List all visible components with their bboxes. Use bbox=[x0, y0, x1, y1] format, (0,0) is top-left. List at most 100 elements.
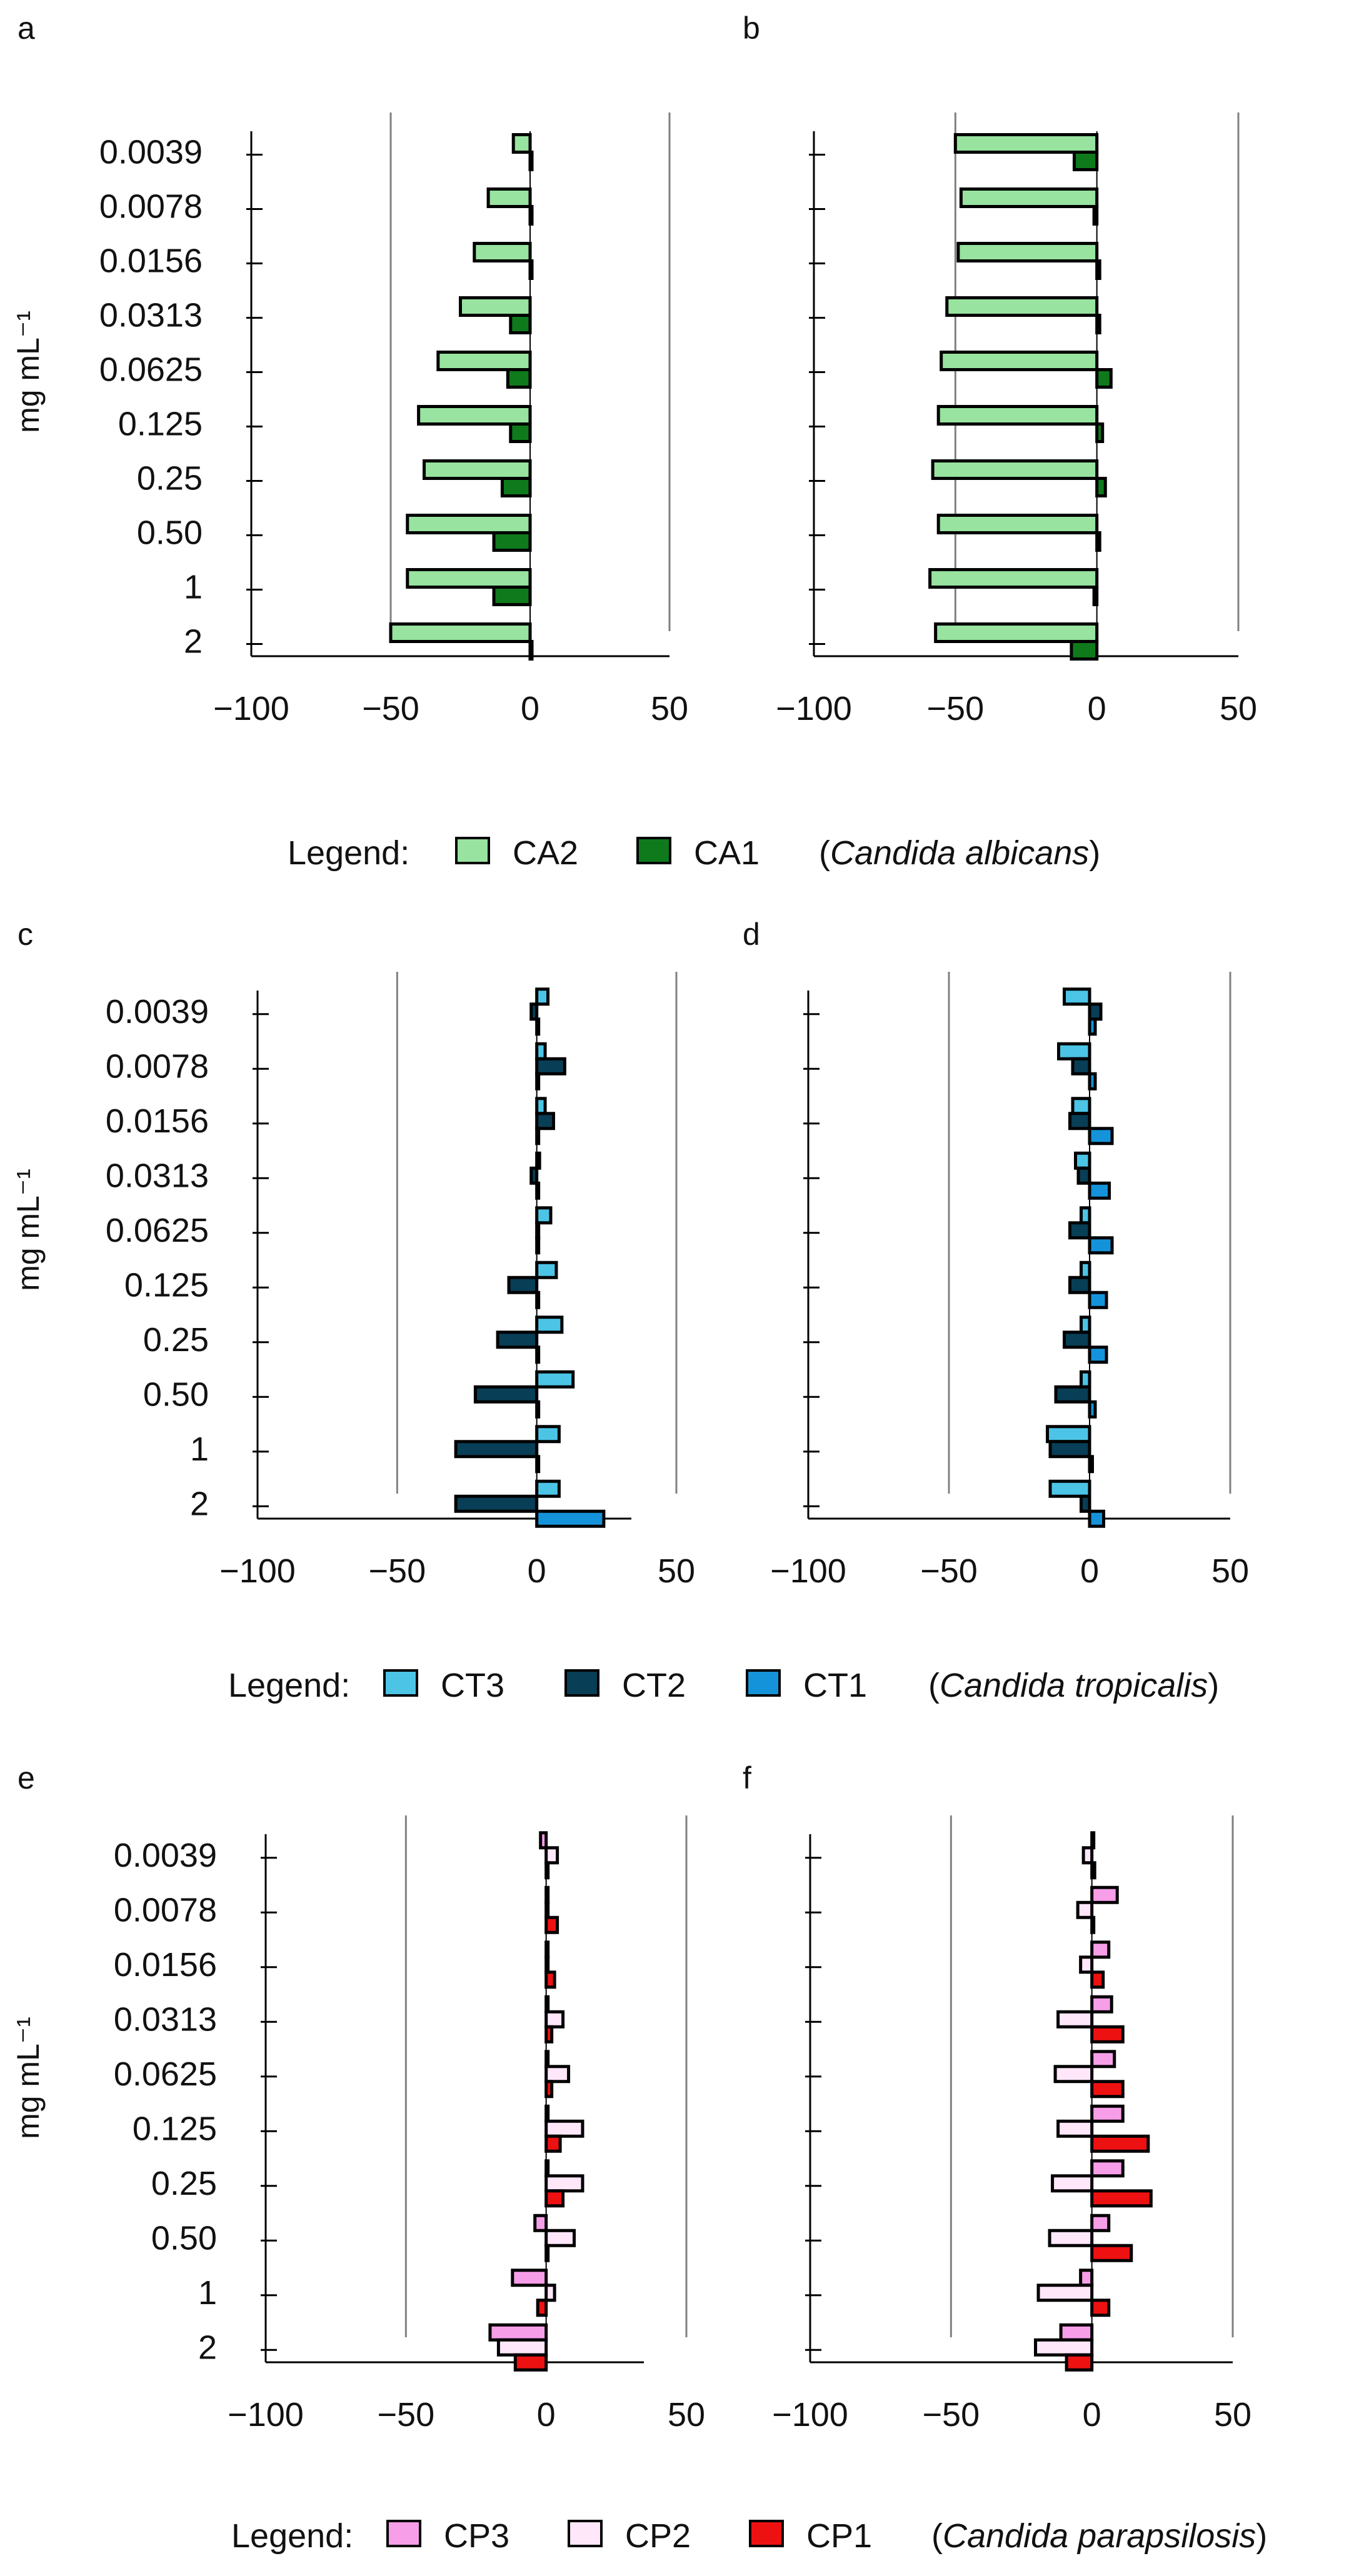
legend-label-ca1: CA1 bbox=[694, 834, 760, 872]
category-label-c-0-0078: 0.0078 bbox=[106, 1047, 209, 1085]
category-label-e-2: 2 bbox=[198, 2329, 217, 2366]
chart-c: 0.0039 0.0078 0.0156 0.0313 0.0625 0.125 0.25 0… bbox=[106, 972, 695, 1590]
category-label-a-0-0039: 0.0039 bbox=[99, 134, 203, 171]
bar-c-ct2-0-50 bbox=[473, 1385, 539, 1404]
chart-a: 0.0039 0.0078 0.0156 0.0313 0.0625 0.125 0.25 0… bbox=[99, 112, 688, 727]
category-label-a-0-0313: 0.0313 bbox=[99, 297, 203, 334]
bar-a-ca1-0-25 bbox=[500, 477, 532, 497]
y-axis-label-e: mg mL⁻¹ bbox=[11, 2017, 46, 2139]
legend-swatch-ca1 bbox=[636, 837, 671, 864]
category-label-e-1: 1 bbox=[198, 2274, 217, 2312]
bar-b-ca2-0-0039 bbox=[953, 133, 1099, 154]
chart-f: −100 −50 0 50 bbox=[772, 1815, 1251, 2434]
panel-a: a mg mL⁻¹ 0.0039 0.0078 0.0156 0.0313 0.0625… bbox=[11, 11, 688, 727]
x-tick-label-d-50-1: −50 bbox=[920, 1552, 978, 1590]
bar-d-ct1-0-125 bbox=[1088, 1290, 1108, 1309]
bar-c-ct3-1 bbox=[535, 1425, 561, 1444]
category-label-c-0-125: 0.125 bbox=[124, 1266, 209, 1304]
panel-label-b: b bbox=[743, 11, 760, 46]
x-tick-label-f-0-2: 0 bbox=[1083, 2396, 1101, 2434]
x-tick-label-d-50-3: 50 bbox=[1211, 1552, 1249, 1590]
x-tick-label-a-100-0: −100 bbox=[213, 690, 289, 727]
panel-f: f −100 −50 0 50 bbox=[743, 1760, 1251, 2434]
panel-b: b −100 −50 0 50 bbox=[743, 11, 1257, 727]
bar-b-ca2-0-50 bbox=[936, 514, 1099, 534]
bar-f-cp3-0-125 bbox=[1090, 2104, 1125, 2123]
category-label-a-0-50: 0.50 bbox=[137, 514, 203, 552]
legend-label-ct1: CT1 bbox=[803, 1667, 867, 1704]
bar-f-cp3-1 bbox=[1079, 2269, 1094, 2287]
legend-swatch-ct2 bbox=[564, 1669, 599, 1697]
category-label-e-0-0313: 0.0313 bbox=[114, 2000, 217, 2038]
bar-a-ca2-0-25 bbox=[423, 459, 532, 480]
category-label-e-0-0039: 0.0039 bbox=[114, 1837, 217, 1874]
bar-f-cp3-0-50 bbox=[1090, 2214, 1111, 2232]
legend-swatch-ct1 bbox=[746, 1669, 781, 1697]
category-label-a-1: 1 bbox=[184, 569, 203, 606]
x-tick-label-f-50-1: −50 bbox=[923, 2396, 980, 2434]
bar-d-ct1-0-50 bbox=[1088, 1400, 1097, 1419]
bar-f-cp2-0-50 bbox=[1048, 2229, 1094, 2247]
x-tick-label-c-0-2: 0 bbox=[528, 1552, 546, 1590]
bar-b-ca2-0-0313 bbox=[945, 296, 1099, 317]
y-axis-label-c: mg mL⁻¹ bbox=[11, 1169, 46, 1291]
bar-d-ct3-0-0039 bbox=[1063, 987, 1091, 1006]
bar-b-ca2-0-0156 bbox=[956, 242, 1099, 262]
legend-label-ct3: CT3 bbox=[441, 1667, 504, 1704]
bar-a-ca1-1 bbox=[492, 586, 532, 606]
bar-a-ca2-1 bbox=[406, 568, 532, 589]
x-tick-label-e-50-1: −50 bbox=[378, 2396, 435, 2434]
bar-a-ca2-0-50 bbox=[406, 514, 532, 534]
panel-c: c mg mL⁻¹ 0.0039 0.0078 0.0156 0.0313 0.0625… bbox=[11, 917, 695, 1590]
bar-d-ct1-0-0625 bbox=[1088, 1236, 1114, 1255]
category-label-c-0-0039: 0.0039 bbox=[106, 993, 209, 1031]
panel-label-e: e bbox=[18, 1760, 35, 1795]
x-tick-label-e-100-0: −100 bbox=[228, 2396, 304, 2434]
bar-f-cp2-0-0078 bbox=[1076, 1900, 1094, 1919]
legend-prefix: Legend: bbox=[231, 2517, 353, 2555]
x-tick-label-c-50-3: 50 bbox=[658, 1552, 695, 1590]
panel-d: d −100 −50 0 50 bbox=[743, 917, 1249, 1590]
bar-a-ca2-0-0078 bbox=[486, 187, 532, 208]
x-tick-label-b-50-3: 50 bbox=[1220, 690, 1257, 727]
bar-f-cp3-0-0078 bbox=[1090, 1885, 1119, 1904]
category-label-c-0-0156: 0.0156 bbox=[106, 1102, 209, 1140]
bar-e-cp2-0-0313 bbox=[544, 2010, 565, 2029]
bar-d-ct2-1 bbox=[1048, 1440, 1091, 1459]
bar-f-cp3-0-0313 bbox=[1090, 1995, 1113, 2014]
bar-b-ca1-2 bbox=[1070, 640, 1099, 661]
bar-d-ct2-0-125 bbox=[1068, 1276, 1091, 1294]
x-tick-label-b-50-1: −50 bbox=[927, 690, 985, 727]
legend-albicans: Legend: CA2 CA1 (Candida albicans) bbox=[288, 834, 1100, 872]
bar-c-ct1-2 bbox=[535, 1509, 606, 1528]
bar-e-cp1-0-0625 bbox=[544, 2080, 554, 2099]
category-label-a-0-25: 0.25 bbox=[137, 460, 203, 497]
legend-label-ct2: CT2 bbox=[622, 1667, 686, 1704]
bar-d-ct3-2 bbox=[1048, 1479, 1091, 1498]
legend-label-cp3: CP3 bbox=[444, 2517, 509, 2555]
bar-b-ca1-0-125 bbox=[1095, 422, 1105, 443]
chart-d: −100 −50 0 50 bbox=[770, 972, 1249, 1590]
x-tick-label-a-0-2: 0 bbox=[521, 690, 539, 727]
bar-c-ct2-0-0039 bbox=[529, 1002, 539, 1021]
bar-e-cp1-2 bbox=[513, 2353, 548, 2372]
panel-e: e mg mL⁻¹ 0.0039 0.0078 0.0156 0.0313 0.0625… bbox=[11, 1760, 705, 2434]
y-axis-label-a: mg mL⁻¹ bbox=[11, 311, 46, 433]
bar-e-cp2-0-125 bbox=[544, 2119, 584, 2138]
bar-c-ct3-0-0078 bbox=[535, 1042, 547, 1061]
bar-c-ct3-0-50 bbox=[535, 1370, 575, 1389]
bar-f-cp3-0-0625 bbox=[1090, 2050, 1116, 2069]
bar-d-ct1-2 bbox=[1088, 1509, 1105, 1528]
category-label-a-2: 2 bbox=[184, 623, 203, 661]
bar-c-ct2-0-125 bbox=[507, 1276, 539, 1294]
bar-f-cp2-0-0156 bbox=[1079, 1955, 1094, 1974]
bar-c-ct3-0-0156 bbox=[535, 1097, 547, 1116]
bar-d-ct3-0-0156 bbox=[1071, 1097, 1091, 1116]
category-label-e-0-0078: 0.0078 bbox=[114, 1891, 217, 1929]
bar-d-ct3-0-25 bbox=[1080, 1315, 1091, 1334]
bar-e-cp1-1 bbox=[536, 2299, 548, 2317]
bar-a-ca2-0-125 bbox=[417, 405, 532, 426]
bar-b-ca2-0-125 bbox=[936, 405, 1099, 426]
category-label-a-0-125: 0.125 bbox=[118, 406, 203, 443]
